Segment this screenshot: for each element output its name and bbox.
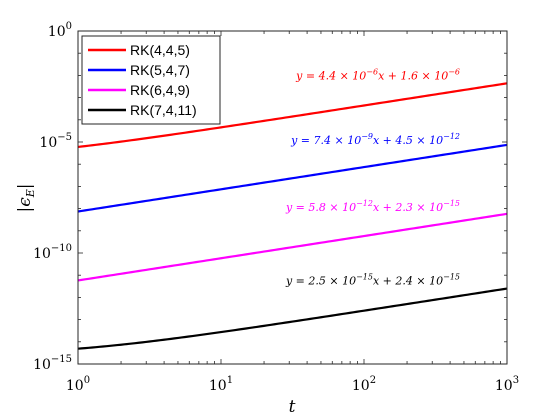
y-tick-label: 10−15 xyxy=(33,354,72,373)
x-axis-title: t xyxy=(289,397,296,417)
y-axis-title: |ϵE| xyxy=(15,183,37,212)
equation-annotation: y = 2.5 × 10−15x + 2.4 × 10−15 xyxy=(285,273,460,288)
y-tick-label: 10−10 xyxy=(33,243,72,262)
equation-annotation: y = 5.8 × 10−12x + 2.3 × 10−15 xyxy=(285,199,460,214)
legend-label: RK(7,4,11) xyxy=(130,102,197,118)
legend-label: RK(6,4,9) xyxy=(130,82,190,98)
legend-label: RK(4,4,5) xyxy=(130,42,190,58)
plot-frame xyxy=(77,30,508,365)
series-line xyxy=(77,82,508,149)
x-tick-label: 101 xyxy=(209,375,233,394)
series-line xyxy=(77,212,508,282)
equation-annotation: y = 4.4 × 10−6x + 1.6 × 10−6 xyxy=(295,67,460,82)
series-layer xyxy=(77,82,508,350)
series-line xyxy=(77,143,508,213)
y-tick-label: 10−5 xyxy=(39,132,72,151)
x-tick-label: 103 xyxy=(495,375,519,394)
legend: RK(4,4,5) RK(5,4,7) RK(6,4,9) RK(7,4,11) xyxy=(81,35,221,125)
legend-label: RK(5,4,7) xyxy=(130,62,190,78)
tick-labels: 100 101 102 103 10−15 10−10 10−5 100 xyxy=(33,21,519,394)
x-tick-label: 102 xyxy=(352,375,376,394)
annotations: y = 4.4 × 10−6x + 1.6 × 10−6 y = 7.4 × 10… xyxy=(285,67,460,287)
x-tick-label: 100 xyxy=(66,375,90,394)
series-line xyxy=(77,287,508,350)
equation-annotation: y = 7.4 × 10−9x + 4.5 × 10−12 xyxy=(290,132,460,147)
y-tick-label: 100 xyxy=(48,21,72,40)
